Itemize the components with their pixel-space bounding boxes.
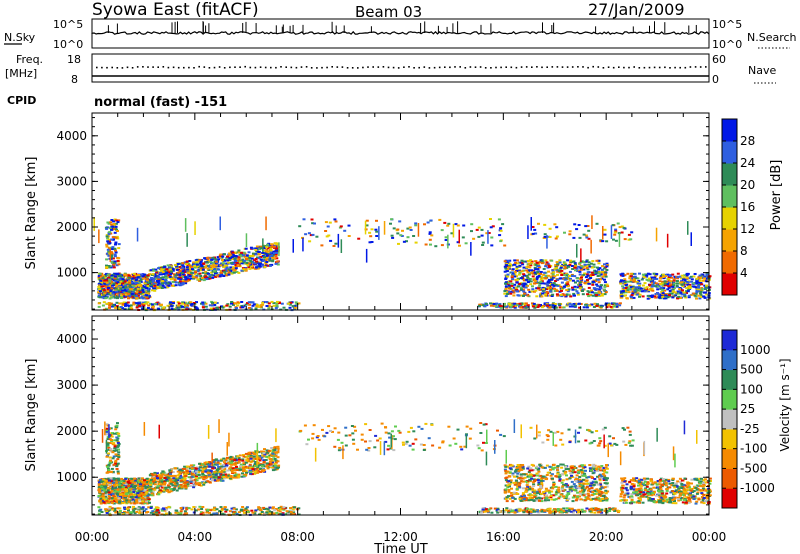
power-colorbar-tick-2: 20 [740, 178, 755, 192]
noise-panel: N.Sky 10^5 10^0 10^5 10^0 N.Search [4, 18, 797, 51]
nave-label: Nave [748, 64, 776, 77]
nsearch-label: N.Search [747, 31, 797, 44]
power-panel: 4000 3000 2000 1000 Slant Range [km] 28 24 20… [24, 112, 784, 312]
power-colorbar-tick-5: 8 [740, 244, 748, 258]
nave-tick-bottom: 0 [712, 73, 719, 86]
velocity-colorbar-tick-3: 25 [740, 402, 755, 416]
velocity-ytick-0: 4000 [56, 332, 87, 346]
freq-panel: Freq. [MHz] 18 8 60 0 Nave [5, 53, 776, 86]
velocity-ytick-3: 1000 [56, 470, 87, 484]
power-ytick-0: 4000 [56, 129, 87, 143]
nave-tick-top: 60 [712, 53, 726, 66]
velocity-colorbar-cell-5 [722, 389, 737, 410]
time-tick-6: 00:00 [692, 530, 727, 544]
power-colorbar: 28 24 20 16 12 8 4 [721, 118, 755, 296]
power-colorbar-cell-0 [722, 273, 737, 296]
velocity-ytick-2: 2000 [56, 424, 87, 438]
power-colorbar-cell-3 [722, 207, 737, 230]
velocity-data [97, 419, 712, 517]
power-colorbar-cell-5 [722, 163, 737, 186]
velocity-colorbar-cell-6 [722, 369, 737, 390]
power-colorbar-cell-1 [722, 251, 737, 274]
power-colorbar-tick-6: 4 [740, 266, 748, 280]
nsky-label: N.Sky [4, 31, 36, 44]
freq-tick-bottom: 8 [71, 73, 78, 86]
power-ylabel: Slant Range [km] [24, 157, 39, 270]
velocity-colorbar-tick-7: -1000 [740, 481, 775, 495]
time-tick-1: 04:00 [178, 530, 213, 544]
time-tick-2: 08:00 [280, 530, 315, 544]
beam-label: Beam 03 [355, 3, 422, 21]
freq-unit-label: [MHz] [5, 67, 37, 80]
noise-tick-right-top: 10^5 [712, 18, 742, 31]
power-ytick-3: 1000 [56, 266, 87, 280]
velocity-colorbar-tick-0: 1000 [740, 343, 771, 357]
velocity-colorbar-tick-2: 100 [740, 382, 763, 396]
power-colorbar-tick-0: 28 [740, 134, 755, 148]
velocity-colorbar-tick-1: 500 [740, 363, 763, 377]
velocity-colorbar-cell-7 [722, 349, 737, 371]
time-tick-0: 00:00 [75, 530, 110, 544]
noise-trace [91, 21, 710, 35]
velocity-colorbar-cell-1 [722, 468, 737, 489]
power-colorbar-cell-4 [722, 185, 737, 208]
noise-tick-left-bottom: 10^0 [53, 38, 83, 51]
power-ytick-2: 2000 [56, 220, 87, 234]
cpid-label: CPID [7, 94, 36, 107]
time-tick-5: 20:00 [589, 530, 624, 544]
power-colorbar-tick-1: 24 [740, 156, 755, 170]
power-data [93, 215, 712, 312]
plot-title: Syowa East (fitACF) [92, 0, 259, 20]
freq-label: Freq. [16, 53, 43, 66]
velocity-colorbar-cell-3 [722, 428, 737, 450]
power-colorbar-cell-2 [722, 229, 737, 252]
velocity-ylabel: Slant Range [km] [24, 359, 39, 472]
power-colorbar-cell-7 [722, 119, 737, 142]
time-axis-label: Time UT [373, 542, 427, 554]
velocity-colorbar-cell-2 [722, 448, 737, 469]
velocity-colorbar: 1000 500 100 25 -25 -100 -500 -1000 [721, 329, 775, 509]
power-ytick-1: 3000 [56, 174, 87, 188]
velocity-colorbar-label: Velocity [m s⁻¹] [778, 358, 792, 451]
noise-tick-right-bottom: 10^0 [712, 38, 742, 51]
velocity-panel: 4000 3000 2000 1000 Slant Range [km] 1000 50… [24, 315, 792, 517]
velocity-colorbar-tick-5: -100 [740, 442, 767, 456]
freq-trace [96, 65, 707, 69]
velocity-colorbar-tick-6: -500 [740, 461, 767, 475]
velocity-colorbar-tick-4: -25 [740, 422, 760, 436]
cpid-value: normal (fast) -151 [94, 95, 227, 110]
freq-tick-top: 18 [67, 53, 81, 66]
power-colorbar-label: Power [dB] [769, 160, 784, 231]
time-axis: 00:00 04:00 08:00 12:00 16:00 20:00 00:00 [75, 530, 727, 544]
velocity-colorbar-cell-4 [722, 409, 737, 430]
velocity-ytick-1: 3000 [56, 378, 87, 392]
velocity-colorbar-cell-8 [722, 330, 737, 351]
velocity-colorbar-cell-0 [722, 488, 737, 509]
power-colorbar-tick-3: 16 [740, 200, 755, 214]
date-label: 27/Jan/2009 [588, 0, 685, 19]
power-colorbar-tick-4: 12 [740, 222, 755, 236]
time-tick-3: 12:00 [383, 530, 418, 544]
power-colorbar-cell-6 [722, 141, 737, 164]
noise-tick-left-top: 10^5 [53, 18, 83, 31]
time-tick-4: 16:00 [486, 530, 521, 544]
